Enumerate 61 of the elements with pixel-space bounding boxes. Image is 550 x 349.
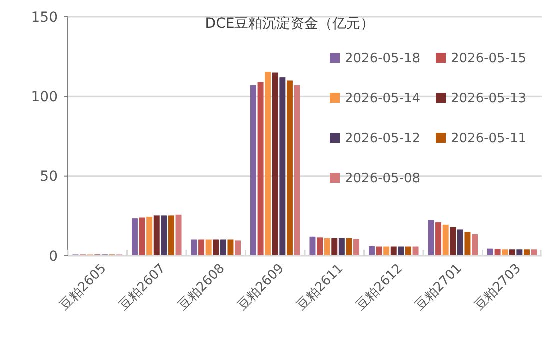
bar	[310, 236, 316, 256]
y-tick-label: 100	[31, 90, 58, 106]
y-tick-label: 150	[31, 10, 58, 26]
bar	[376, 246, 382, 256]
bar	[206, 240, 212, 256]
bar	[332, 238, 338, 256]
bar	[280, 78, 286, 256]
legend-label: 2026-05-08	[345, 172, 421, 187]
bar	[294, 86, 300, 256]
bar	[412, 246, 419, 256]
bar	[265, 72, 272, 256]
bar	[139, 218, 146, 256]
bar	[228, 240, 234, 256]
bar	[398, 246, 404, 256]
bar	[286, 80, 293, 256]
bar	[384, 246, 390, 256]
bar	[272, 72, 278, 256]
bar	[457, 230, 464, 256]
bar	[464, 232, 471, 256]
bar	[428, 220, 434, 256]
bar	[346, 238, 352, 256]
bar	[250, 86, 256, 256]
bar	[531, 250, 538, 256]
y-tick-label: 0	[49, 248, 58, 265]
bar	[368, 246, 375, 256]
bar	[146, 216, 153, 256]
bar	[516, 250, 523, 256]
legend-label: 2026-05-11	[451, 132, 527, 147]
legend-label: 2026-05-15	[451, 52, 527, 67]
bar	[198, 240, 205, 256]
bar	[168, 216, 174, 256]
bar	[213, 240, 220, 256]
legend-label: 2026-05-12	[345, 132, 421, 147]
bar	[509, 250, 516, 256]
bar	[258, 82, 264, 256]
bar	[317, 238, 324, 256]
legend-label: 2026-05-13	[451, 92, 527, 107]
y-tick-label: 50	[40, 169, 58, 186]
bar	[436, 222, 442, 256]
bar	[450, 227, 456, 256]
bar	[472, 234, 478, 256]
bar	[176, 214, 182, 256]
chart-title: DCE豆粕沉淀资金（亿元）	[205, 16, 375, 32]
bar	[524, 250, 530, 256]
legend-label: 2026-05-18	[345, 52, 421, 67]
bar	[324, 238, 330, 256]
bar	[405, 246, 412, 256]
bar	[390, 246, 397, 256]
bar	[442, 224, 449, 256]
legend-label: 2026-05-14	[345, 92, 421, 107]
bar	[220, 240, 226, 256]
bar	[161, 216, 168, 256]
bar	[191, 240, 198, 256]
bar	[154, 216, 160, 256]
bar	[235, 240, 242, 256]
bar	[502, 250, 508, 256]
bar	[494, 249, 501, 256]
bar	[132, 218, 138, 256]
bar	[487, 248, 494, 256]
bar	[354, 239, 360, 256]
bar	[338, 238, 345, 256]
